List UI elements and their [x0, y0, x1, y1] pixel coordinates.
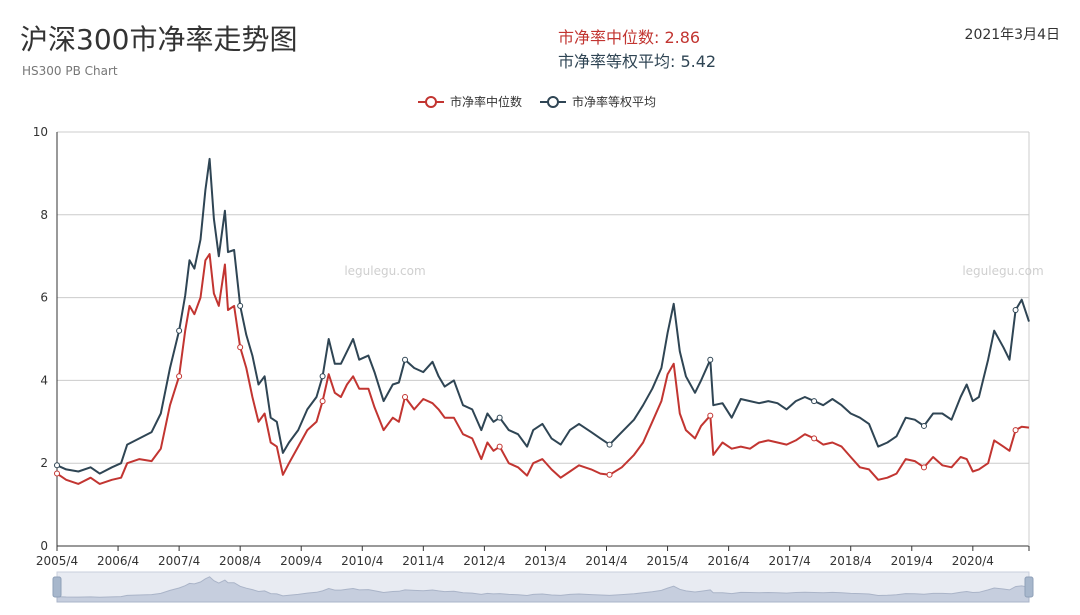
x-tick-label: 2012/4: [463, 554, 505, 568]
x-tick-label: 2020/4: [952, 554, 994, 568]
x-tick-label: 2017/4: [769, 554, 811, 568]
data-point: [402, 356, 409, 363]
x-tick-label: 2011/4: [402, 554, 444, 568]
data-point: [606, 471, 613, 478]
data-point: [496, 443, 503, 450]
data-point: [54, 462, 60, 469]
data-point: [920, 422, 927, 429]
legend-item-median: 市净率中位数: [450, 94, 522, 109]
x-tick-label: 2009/4: [280, 554, 322, 568]
data-point: [237, 344, 244, 351]
data-point: [319, 398, 326, 405]
x-tick-label: 2015/4: [646, 554, 688, 568]
y-tick-label: 6: [40, 291, 48, 305]
series-line-average: [56, 157, 1030, 475]
x-tick-label: 2016/4: [707, 554, 749, 568]
series-line-median: [56, 253, 1030, 485]
data-point: [237, 302, 244, 309]
y-tick-label: 10: [33, 125, 48, 139]
data-point: [176, 373, 183, 380]
data-point: [1012, 307, 1019, 314]
x-tick-label: 2013/4: [524, 554, 566, 568]
x-tick-label: 2010/4: [341, 554, 383, 568]
y-tick-label: 8: [40, 208, 48, 222]
data-point: [707, 356, 714, 363]
data-point: [707, 412, 714, 419]
x-tick-label: 2005/4: [36, 554, 78, 568]
zoom-handle-right[interactable]: [1024, 576, 1034, 598]
watermark-text: legulegu.com: [962, 264, 1043, 278]
watermark-text: legulegu.com: [344, 264, 425, 278]
x-tick-label: 2007/4: [158, 554, 200, 568]
median-pb-stat: 市净率中位数: 2.86: [558, 28, 701, 47]
zoom-handle-left[interactable]: [52, 576, 62, 598]
x-tick-label: 2019/4: [891, 554, 933, 568]
legend-marker: [547, 96, 559, 108]
data-point: [920, 464, 927, 471]
average-pb-stat: 市净率等权平均: 5.42: [558, 52, 717, 71]
legend-marker: [425, 96, 437, 108]
data-point: [1012, 427, 1019, 434]
data-point: [496, 414, 503, 421]
chart-subtitle: HS300 PB Chart: [22, 64, 118, 78]
data-point: [176, 327, 183, 334]
report-date: 2021年3月4日: [964, 27, 1060, 43]
data-point: [54, 470, 60, 477]
data-point: [811, 398, 818, 405]
zoom-preview-area: [56, 576, 1030, 603]
y-tick-label: 0: [40, 539, 48, 553]
legend-item-average: 市净率等权平均: [572, 94, 656, 109]
data-point: [402, 393, 409, 400]
x-tick-label: 2006/4: [97, 554, 139, 568]
data-point: [319, 373, 326, 380]
y-tick-label: 4: [40, 373, 48, 387]
y-tick-label: 2: [40, 456, 48, 470]
x-tick-label: 2008/4: [219, 554, 261, 568]
data-point: [606, 441, 613, 448]
data-point: [811, 435, 818, 442]
chart-title: 沪深300市净率走势图: [20, 23, 298, 56]
x-tick-label: 2014/4: [585, 554, 627, 568]
x-tick-label: 2018/4: [830, 554, 872, 568]
